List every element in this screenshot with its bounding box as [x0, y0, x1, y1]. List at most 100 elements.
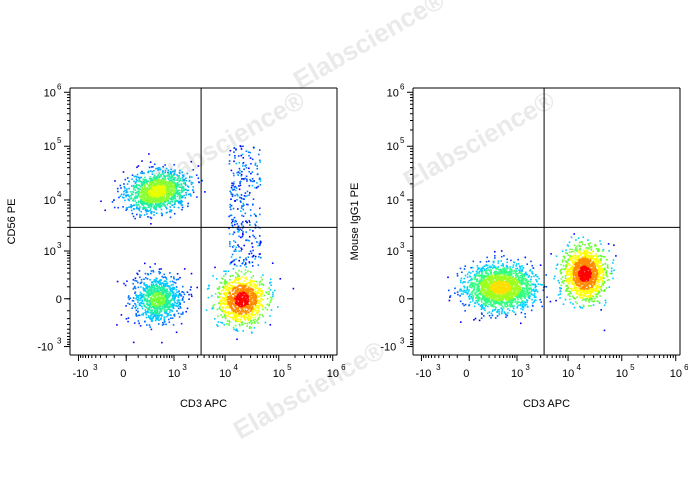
event-dot	[125, 318, 128, 320]
event-dot	[123, 183, 125, 185]
event-dot	[253, 297, 255, 299]
event-dot	[230, 297, 233, 299]
event-dot	[223, 270, 225, 272]
event-dot	[134, 285, 136, 288]
event-dot	[517, 298, 519, 301]
event-dot	[141, 170, 143, 173]
event-dot	[244, 309, 246, 311]
event-dot	[261, 293, 263, 295]
event-dot	[140, 199, 142, 202]
event-dot	[168, 191, 171, 193]
event-dot	[252, 275, 254, 277]
event-dot	[168, 201, 170, 204]
event-dot	[121, 196, 124, 199]
y-tick-label: 10	[44, 246, 56, 258]
event-dot	[138, 270, 141, 272]
event-dot	[244, 304, 247, 307]
event-dot	[226, 297, 228, 300]
event-dot	[234, 290, 237, 292]
event-dot	[158, 206, 160, 208]
event-dot	[235, 329, 237, 331]
event-dot	[492, 296, 495, 299]
event-dot	[228, 160, 231, 162]
event-dot	[157, 205, 160, 207]
event-dot	[461, 282, 464, 284]
event-dot	[125, 305, 127, 307]
event-dot	[182, 180, 185, 182]
event-dot	[166, 288, 168, 290]
event-dot	[243, 195, 246, 197]
event-dot	[539, 264, 542, 266]
event-dot	[255, 187, 258, 189]
event-dot	[170, 180, 173, 182]
event-dot	[246, 190, 249, 193]
event-dot	[153, 279, 156, 281]
event-dot	[248, 288, 251, 291]
event-dot	[235, 311, 237, 314]
event-dot	[233, 304, 236, 306]
event-dot	[183, 179, 186, 182]
event-dot	[239, 282, 242, 285]
event-dot	[494, 284, 496, 287]
event-dot	[252, 299, 255, 301]
event-dot	[172, 194, 174, 196]
event-dot	[462, 293, 464, 295]
event-dot	[164, 164, 166, 166]
event-dot	[236, 195, 239, 197]
event-dot	[174, 194, 176, 197]
event-dot	[515, 273, 518, 276]
event-dot	[500, 296, 503, 299]
event-dot	[163, 300, 165, 302]
event-dot	[178, 180, 181, 183]
event-dot	[262, 284, 265, 287]
event-dot	[164, 186, 167, 188]
event-dot	[245, 299, 247, 301]
event-dot	[230, 186, 233, 189]
event-dot	[192, 191, 195, 194]
event-dot	[255, 306, 257, 309]
event-dot	[248, 315, 250, 318]
event-dot	[509, 297, 511, 300]
event-dot	[253, 284, 256, 287]
event-dot	[144, 262, 146, 265]
event-dot	[187, 202, 189, 205]
event-dot	[134, 291, 137, 293]
event-dot	[218, 286, 221, 288]
event-dot	[175, 288, 178, 291]
event-dot	[167, 294, 169, 297]
event-dot	[137, 187, 139, 189]
event-dot	[141, 300, 144, 303]
event-dot	[151, 317, 154, 320]
event-dot	[174, 282, 177, 284]
event-dot	[252, 293, 254, 296]
event-dot	[238, 259, 240, 262]
event-dot	[163, 306, 166, 309]
event-dot	[166, 203, 169, 206]
event-dot	[183, 301, 185, 303]
event-dot	[463, 277, 465, 280]
event-dot	[162, 305, 165, 307]
event-dot	[258, 153, 260, 156]
event-dot	[225, 289, 227, 291]
event-dot	[231, 286, 234, 289]
event-dot	[100, 200, 102, 203]
event-dot	[239, 288, 242, 290]
event-dot	[483, 315, 485, 317]
event-dot	[468, 271, 470, 273]
event-dot	[234, 285, 236, 287]
event-dot	[518, 293, 520, 295]
event-dot	[234, 194, 236, 197]
event-dot	[144, 294, 147, 297]
event-dot	[240, 197, 243, 200]
event-dot	[259, 180, 262, 182]
event-dot	[136, 176, 138, 178]
event-dot	[138, 206, 141, 209]
event-dot	[241, 292, 243, 295]
event-dot	[162, 289, 165, 291]
event-dot	[149, 266, 151, 268]
event-dot	[153, 207, 155, 209]
event-dot	[237, 298, 240, 301]
event-dot	[185, 184, 187, 186]
event-dot	[256, 311, 259, 314]
event-dot	[170, 176, 172, 179]
